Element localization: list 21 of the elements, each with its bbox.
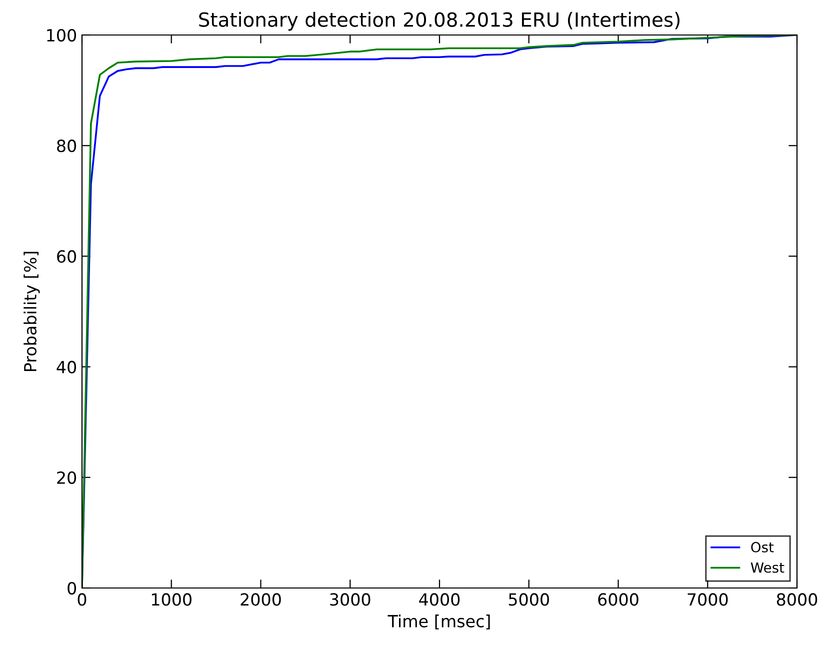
x-tick-label: 2000 [240,593,281,606]
x-tick-label: 0 [78,593,86,606]
x-tick-label: 4000 [419,593,460,606]
legend-label: Ost [751,542,774,552]
y-axis-title: Probability [%] [24,252,40,371]
x-tick-label: 1000 [152,593,192,606]
x-axis-title: Time [msec] [388,614,490,630]
chart-title: Stationary detection 20.08.2013 ERU (Intertimes) [199,12,680,31]
legend-label: West [750,562,784,573]
x-tick-label: 7000 [688,593,728,606]
line-series [82,35,797,588]
x-tick-label: 3000 [330,593,370,606]
x-tick-label: 8000 [776,593,818,606]
y-tick-label: 80 [57,140,76,152]
y-tick-label: 20 [57,471,76,484]
y-tick-label: 100 [47,28,76,42]
x-tick-label: 6000 [598,593,638,606]
y-tick-label: 40 [56,360,76,374]
y-tick-label: 60 [57,250,76,263]
x-tick-label: 5000 [508,593,549,606]
y-tick-label: 0 [68,582,76,595]
